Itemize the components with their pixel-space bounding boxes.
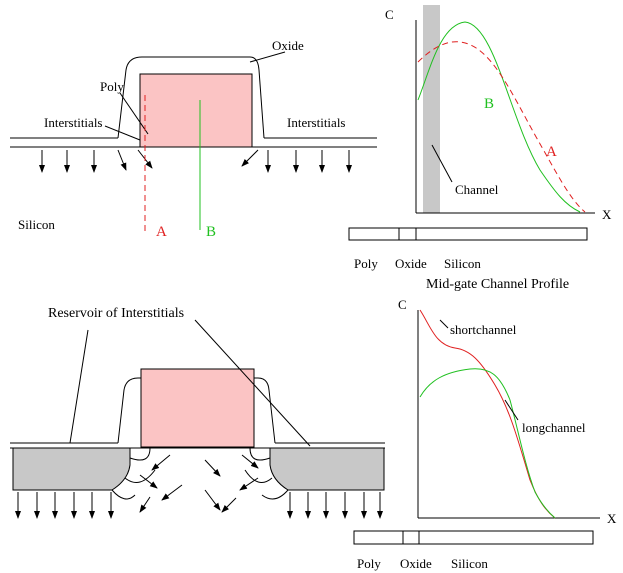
figure: Oxide Poly Interstitials Interstitials S…	[0, 0, 623, 573]
label: B	[484, 96, 494, 112]
curve-short	[420, 310, 555, 518]
label: shortchannel	[450, 322, 517, 337]
curve-long	[420, 369, 555, 518]
axis-label: X	[602, 207, 612, 222]
poly-gate	[141, 369, 254, 447]
flow	[112, 448, 288, 499]
label: Oxide	[395, 256, 427, 271]
top-device: Oxide Poly Interstitials Interstitials S…	[10, 38, 377, 240]
label: Poly	[354, 256, 378, 271]
axis-label: C	[385, 7, 394, 22]
label: Oxide	[272, 38, 304, 53]
poly-gate	[140, 74, 252, 147]
label: A	[156, 224, 167, 240]
label: B	[206, 224, 216, 240]
reservoir	[270, 448, 384, 490]
axis-label: C	[398, 297, 407, 312]
axis-label: X	[607, 511, 617, 526]
label: Reservoir of Interstitials	[48, 306, 184, 321]
leader	[70, 330, 88, 443]
label: Silicon	[444, 256, 481, 271]
label: Channel	[455, 182, 499, 197]
label: Oxide	[400, 556, 432, 571]
channel-band	[423, 5, 440, 213]
label: longchannel	[522, 420, 586, 435]
bottom-profile: Mid-gate Channel Profile C X shortchanne…	[354, 277, 617, 571]
top-profile: C X B A Channel Poly Oxide Silicon	[349, 5, 612, 271]
label: Silicon	[18, 217, 55, 232]
label: Poly	[357, 556, 381, 571]
title: Mid-gate Channel Profile	[426, 277, 569, 292]
reservoir	[13, 448, 130, 490]
region-bar	[354, 531, 593, 544]
label: Poly	[100, 79, 124, 94]
arrows	[42, 150, 349, 172]
leader	[250, 52, 285, 62]
region-bar	[349, 228, 587, 240]
curve-a	[418, 42, 585, 212]
label: Interstitials	[44, 115, 103, 130]
curve-b	[418, 22, 580, 212]
label: Interstitials	[287, 115, 346, 130]
leader	[440, 320, 448, 328]
bottom-device: Reservoir of Interstitials	[10, 306, 385, 518]
label: A	[546, 144, 557, 160]
label: Silicon	[451, 556, 488, 571]
